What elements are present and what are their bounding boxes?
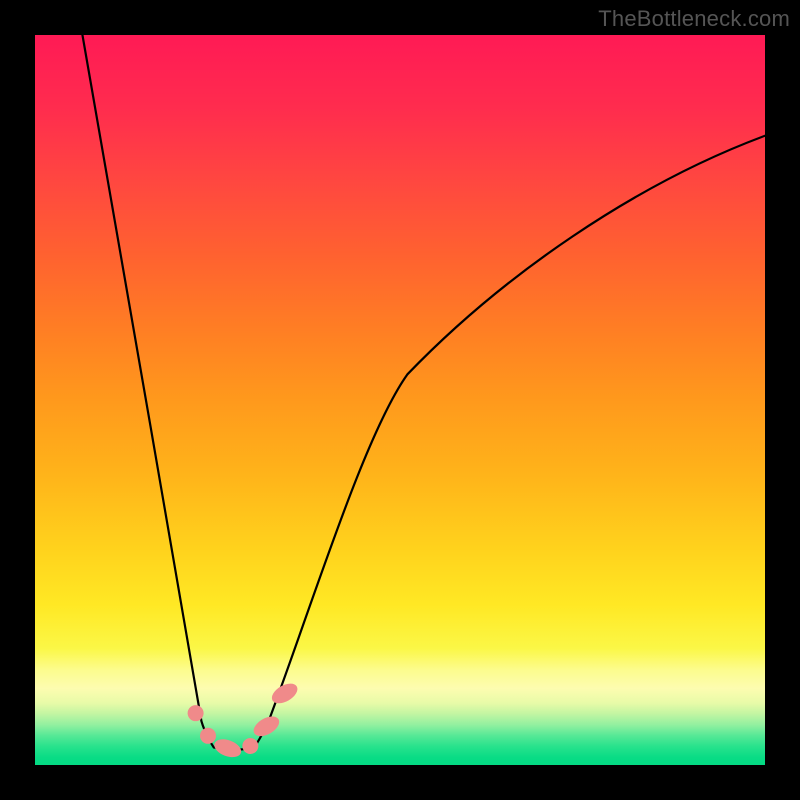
trough-marker — [200, 728, 216, 744]
plot-area — [35, 35, 765, 765]
trough-marker — [269, 680, 301, 708]
trough-marker — [212, 736, 244, 761]
bottleneck-curve — [82, 35, 765, 750]
trough-marker — [188, 705, 204, 721]
trough-markers — [188, 680, 301, 761]
trough-marker — [242, 738, 258, 754]
curve-layer — [35, 35, 765, 765]
trough-marker — [250, 712, 282, 740]
watermark-text: TheBottleneck.com — [598, 6, 790, 32]
